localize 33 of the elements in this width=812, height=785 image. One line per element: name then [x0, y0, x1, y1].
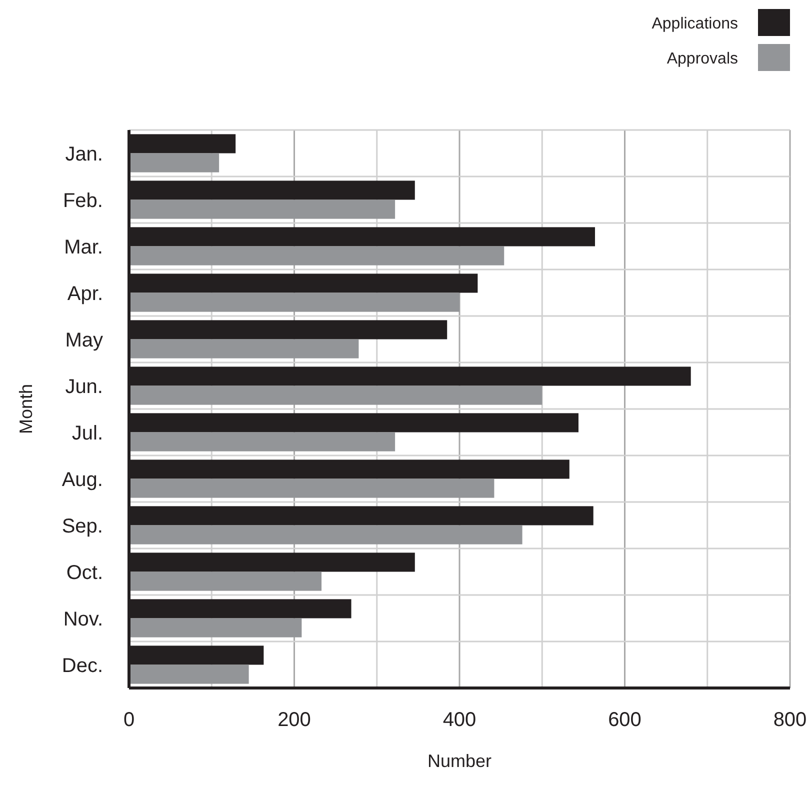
bar	[129, 386, 542, 405]
x-axis-title: Number	[427, 751, 492, 771]
y-tick-label: Sep.	[62, 515, 103, 538]
y-tick-label: Jan.	[65, 143, 103, 166]
legend-label: Approvals	[666, 50, 738, 68]
y-tick-label: May	[65, 329, 103, 352]
y-tick-label: Aug.	[62, 468, 103, 491]
x-tick-label: 400	[442, 709, 476, 731]
legend-label: Applications	[652, 16, 738, 33]
y-tick-label: Oct.	[66, 562, 103, 584]
y-tick-label: Jun.	[65, 376, 103, 398]
bar	[129, 153, 220, 172]
y-tick-label: Apr.	[67, 282, 103, 305]
bar	[129, 292, 460, 312]
y-axis-title: Month	[16, 384, 36, 434]
x-tick-label: 800	[773, 709, 807, 731]
bar	[129, 432, 396, 452]
y-tick-label: Feb.	[62, 190, 103, 212]
y-tick-label: Mar.	[64, 236, 103, 258]
bar	[129, 200, 396, 219]
bar	[129, 246, 504, 266]
y-tick-label: Nov.	[63, 608, 103, 630]
x-tick-label: 0	[123, 709, 135, 731]
bar	[129, 339, 359, 358]
y-tick-label: Dec.	[62, 654, 103, 677]
bar	[129, 664, 249, 684]
x-tick-label: 200	[278, 709, 311, 731]
bar	[129, 618, 302, 638]
bar	[129, 572, 322, 591]
y-tick-label: Jul.	[72, 422, 103, 444]
bar	[129, 478, 494, 498]
x-tick-label: 600	[608, 709, 642, 731]
bar	[129, 525, 522, 544]
